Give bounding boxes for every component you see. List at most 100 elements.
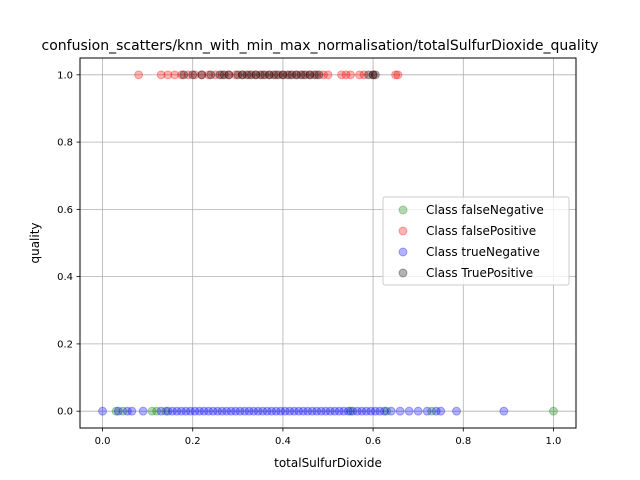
- true-negative-point: [122, 406, 132, 416]
- true-negative-point: [235, 406, 245, 416]
- false-positive-point: [285, 70, 295, 80]
- false-positive-point: [237, 70, 247, 80]
- true-negative-point: [307, 406, 317, 416]
- false-negative-point: [382, 406, 392, 416]
- y-tick-label: 0.6: [57, 205, 73, 216]
- y-tick-label: 0.0: [57, 407, 73, 418]
- true-negative-point: [334, 406, 344, 416]
- x-tick-label: 0.0: [95, 436, 111, 447]
- legend-box: [382, 196, 570, 286]
- true-negative-point: [386, 406, 396, 416]
- false-positive-point: [391, 70, 401, 80]
- false-positive-point: [318, 70, 328, 80]
- true-negative-point: [199, 406, 209, 416]
- x-tick-label: 0.2: [185, 436, 201, 447]
- true-positive-point: [206, 70, 216, 80]
- true-positive-point: [237, 70, 247, 80]
- true-positive-point: [314, 70, 324, 80]
- true-positive-point: [282, 70, 292, 80]
- true-negative-point: [404, 406, 414, 416]
- true-negative-point: [413, 406, 423, 416]
- false-positive-point: [355, 70, 365, 80]
- false-positive-point: [305, 70, 315, 80]
- true-negative-point: [113, 406, 123, 416]
- true-positive-point: [246, 70, 256, 80]
- true-negative-point: [138, 406, 148, 416]
- true-negative-point: [185, 406, 195, 416]
- true-positive-point: [233, 70, 243, 80]
- true-negative-point: [208, 406, 218, 416]
- true-negative-point: [343, 406, 353, 416]
- true-negative-point: [167, 406, 177, 416]
- false-negative-point: [118, 406, 128, 416]
- true-negative-point: [366, 406, 376, 416]
- true-positive-point: [364, 70, 374, 80]
- true-negative-point: [217, 406, 227, 416]
- true-positive-point: [291, 70, 301, 80]
- true-negative-point: [436, 406, 446, 416]
- true-negative-point: [289, 406, 299, 416]
- true-negative-point: [176, 406, 186, 416]
- false-positive-point: [368, 70, 378, 80]
- true-positive-point: [309, 70, 319, 80]
- y-tick-label: 1.0: [57, 70, 73, 81]
- false-positive-point: [291, 70, 301, 80]
- data-points: [98, 70, 558, 416]
- true-negative-point: [163, 406, 173, 416]
- legend-marker: [398, 205, 408, 215]
- true-negative-point: [499, 406, 509, 416]
- true-negative-point: [240, 406, 250, 416]
- true-negative-point: [298, 406, 308, 416]
- true-positive-point: [255, 70, 265, 80]
- false-positive-point: [341, 70, 351, 80]
- false-positive-point: [210, 70, 220, 80]
- x-tick-label: 1.0: [546, 436, 562, 447]
- false-positive-point: [271, 70, 281, 80]
- true-negative-point: [156, 406, 166, 416]
- true-negative-point: [348, 406, 358, 416]
- true-negative-point: [172, 406, 182, 416]
- false-positive-point: [183, 70, 193, 80]
- false-positive-point: [251, 70, 261, 80]
- true-negative-point: [222, 406, 232, 416]
- true-negative-point: [98, 406, 108, 416]
- true-negative-point: [452, 406, 462, 416]
- true-positive-point: [188, 70, 198, 80]
- true-positive-point: [300, 70, 310, 80]
- y-axis-label: quality: [28, 222, 42, 263]
- false-negative-point: [152, 406, 162, 416]
- false-negative-point: [147, 406, 157, 416]
- false-positive-point: [204, 70, 214, 80]
- true-negative-point: [249, 406, 259, 416]
- false-positive-point: [337, 70, 347, 80]
- false-positive-point: [231, 70, 241, 80]
- true-negative-point: [370, 406, 380, 416]
- true-negative-point: [294, 406, 304, 416]
- true-negative-point: [213, 406, 223, 416]
- true-negative-point: [194, 406, 204, 416]
- y-tick-label: 0.8: [57, 138, 73, 149]
- true-positive-point: [251, 70, 261, 80]
- true-negative-point: [316, 406, 326, 416]
- x-axis-label: totalSulfurDioxide: [274, 456, 382, 470]
- true-positive-point: [219, 70, 229, 80]
- false-positive-point: [312, 70, 322, 80]
- true-negative-point: [375, 406, 385, 416]
- false-positive-point: [278, 70, 288, 80]
- true-negative-point: [422, 406, 432, 416]
- false-negative-point: [427, 406, 437, 416]
- false-positive-point: [176, 70, 186, 80]
- true-positive-point: [287, 70, 297, 80]
- true-positive-point: [260, 70, 270, 80]
- legend-label: Class falsePositive: [426, 224, 536, 238]
- true-negative-point: [330, 406, 340, 416]
- false-positive-point: [224, 70, 234, 80]
- y-tick-label: 0.2: [57, 339, 73, 350]
- true-negative-point: [253, 406, 263, 416]
- false-positive-point: [244, 70, 254, 80]
- false-positive-point: [217, 70, 227, 80]
- x-tick-label: 0.6: [365, 436, 381, 447]
- false-negative-point: [111, 406, 121, 416]
- false-positive-point: [134, 70, 144, 80]
